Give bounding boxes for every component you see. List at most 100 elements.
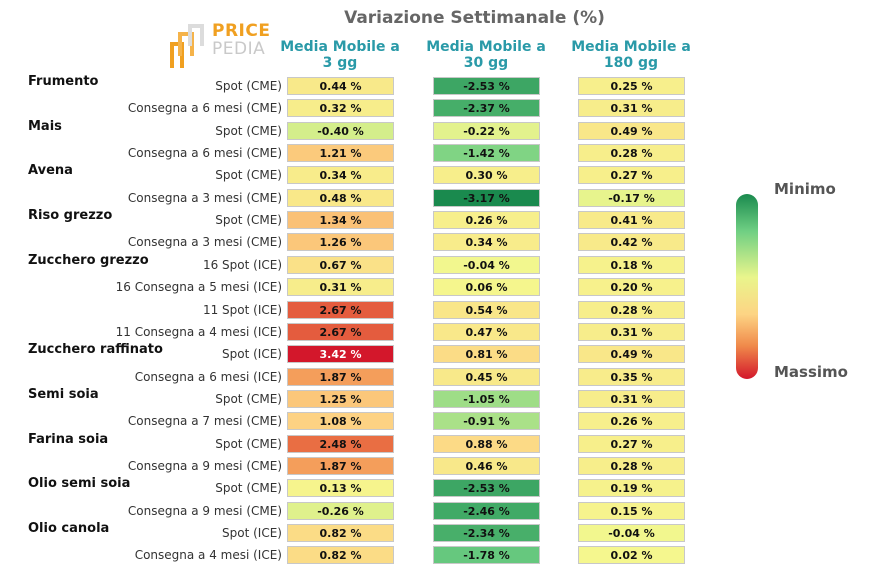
group-label: Mais — [28, 118, 62, 134]
heatmap-cell: -1.05 % — [433, 389, 540, 408]
heatmap-cell: 0.27 % — [578, 166, 685, 185]
heatmap-cell: 0.41 % — [578, 211, 685, 230]
row-label: Consegna a 3 mesi (CME) — [127, 190, 282, 205]
heatmap-cell: 0.26 % — [578, 412, 685, 431]
heatmap-cell: 1.25 % — [287, 389, 394, 408]
column-header-line: Media Mobile a — [571, 39, 691, 55]
heatmap-cell: 0.88 % — [433, 434, 540, 453]
group-label: Avena — [28, 163, 73, 179]
row-label: Spot (CME) — [215, 79, 282, 93]
heatmap-cell: 0.18 % — [578, 255, 685, 274]
row-label: 16 Spot (ICE) — [202, 257, 282, 272]
heatmap-cell: -2.53 % — [433, 77, 540, 95]
row-label: Spot (CME) — [215, 481, 282, 496]
row-label: Consegna a 7 mesi (CME) — [127, 414, 282, 429]
heatmap-cell: 0.30 % — [433, 166, 540, 185]
heatmap-cell: 0.34 % — [287, 166, 394, 185]
color-scale-max-label: Massimo — [774, 363, 848, 381]
row-label: Spot (CME) — [215, 168, 282, 183]
heatmap-cell: 0.27 % — [578, 434, 685, 453]
heatmap-cell: 0.15 % — [578, 501, 685, 520]
row-label: Spot (CME) — [215, 436, 282, 451]
heatmap-cell: -3.17 % — [433, 188, 540, 207]
heatmap-cell: 0.31 % — [287, 278, 394, 297]
heatmap-cell: 0.13 % — [287, 479, 394, 498]
column-header-line: Media Mobile a — [280, 39, 400, 55]
heatmap-cell: 2.67 % — [287, 300, 394, 319]
heatmap-cell: 0.49 % — [578, 121, 685, 140]
heatmap-cell: 1.21 % — [287, 144, 394, 163]
row-label: Spot (ICE) — [222, 526, 282, 540]
heatmap-cell: 0.54 % — [433, 300, 540, 319]
heatmap-cell: 0.31 % — [578, 389, 685, 408]
heatmap-cell: -1.42 % — [433, 144, 540, 163]
heatmap-cell: 0.28 % — [578, 300, 685, 319]
row-label: Spot (ICE) — [222, 347, 282, 362]
heatmap-cell: 0.45 % — [433, 367, 540, 386]
heatmap-cell: 0.67 % — [287, 255, 394, 274]
column-header-line: Media Mobile a — [426, 39, 546, 55]
heatmap-cell: 0.20 % — [578, 278, 685, 297]
heatmap-cell: 0.46 % — [433, 456, 540, 475]
heatmap-cell: 0.82 % — [287, 524, 394, 542]
row-label: 11 Spot (ICE) — [202, 302, 282, 317]
logo-text-price: PRICE — [212, 21, 271, 41]
pricepedia-logo: PRICE PEDIA — [168, 20, 278, 70]
heatmap-cell: 1.08 % — [287, 412, 394, 431]
row-label: Spot (CME) — [215, 123, 282, 138]
column-header-line: 3 gg — [322, 55, 358, 71]
row-label: 11 Consegna a 4 mesi (ICE) — [115, 324, 282, 339]
heatmap-cell: 0.49 % — [578, 345, 685, 364]
heatmap-cell: 0.26 % — [433, 211, 540, 230]
row-label: 16 Consegna a 5 mesi (ICE) — [115, 280, 282, 295]
heatmap-cell: 0.28 % — [578, 456, 685, 475]
chart-title: Variazione Settimanale (%) — [344, 8, 605, 28]
heatmap-cell: 0.31 % — [578, 322, 685, 341]
group-label: Farina soia — [28, 431, 109, 447]
heatmap-cell: -2.34 % — [433, 524, 540, 542]
heatmap-cell: 0.32 % — [287, 99, 394, 118]
heatmap-cell: -0.04 % — [578, 524, 685, 542]
heatmap-cell: -0.22 % — [433, 121, 540, 140]
group-label: Semi soia — [28, 386, 99, 402]
column-header-3: Media Mobile a 180 gg — [556, 39, 706, 71]
group-label: Frumento — [28, 74, 99, 89]
heatmap-cell: -0.17 % — [578, 188, 685, 207]
heatmap-cell: -2.46 % — [433, 501, 540, 520]
row-label: Consegna a 9 mesi (CME) — [127, 458, 282, 473]
row-label: Consegna a 3 mesi (CME) — [127, 235, 282, 250]
heatmap-cell: 0.44 % — [287, 77, 394, 95]
heatmap-cell: 1.87 % — [287, 456, 394, 475]
heatmap-cell: 0.35 % — [578, 367, 685, 386]
logo-mark-icon — [170, 24, 204, 68]
row-label: Consegna a 4 mesi (ICE) — [134, 548, 282, 563]
heatmap-cell: 0.25 % — [578, 77, 685, 95]
column-header-line: 180 gg — [603, 55, 659, 71]
heatmap-cell: 0.81 % — [433, 345, 540, 364]
group-label: Zucchero raffinato — [28, 342, 163, 358]
row-label: Consegna a 6 mesi (CME) — [127, 146, 282, 161]
column-header-2: Media Mobile a 30 gg — [411, 39, 561, 71]
color-scale-bar — [736, 194, 758, 379]
column-header-line: 30 gg — [463, 55, 509, 71]
heatmap-cell: 2.48 % — [287, 434, 394, 453]
heatmap-cell: 0.31 % — [578, 99, 685, 118]
heatmap-cell: -1.78 % — [433, 546, 540, 565]
heatmap-cell: -0.04 % — [433, 255, 540, 274]
heatmap-cell: 2.67 % — [287, 322, 394, 341]
heatmap-cell: 3.42 % — [287, 345, 394, 364]
group-label: Olio canola — [28, 521, 110, 536]
group-label: Olio semi soia — [28, 476, 131, 492]
heatmap-cell: 0.42 % — [578, 233, 685, 252]
heatmap-cell: -2.53 % — [433, 479, 540, 498]
heatmap-cell: -2.37 % — [433, 99, 540, 118]
row-label: Spot (CME) — [215, 391, 282, 406]
heatmap-cell: 0.34 % — [433, 233, 540, 252]
heatmap-cell: 1.87 % — [287, 367, 394, 386]
logo-text-pedia: PEDIA — [212, 39, 266, 59]
group-label: Zucchero grezzo — [28, 252, 149, 268]
row-label: Consegna a 9 mesi (CME) — [127, 503, 282, 518]
heatmap-cell: 0.28 % — [578, 144, 685, 163]
